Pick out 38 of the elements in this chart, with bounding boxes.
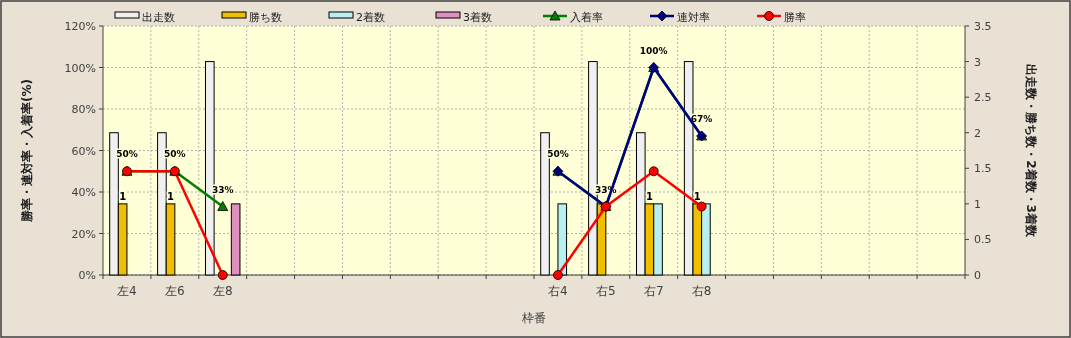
- x-tick-label: 右8: [691, 284, 712, 298]
- y-tick-label: 100%: [64, 61, 96, 75]
- y2-tick-label: 2.5: [974, 91, 992, 105]
- y-tick-label: 20%: [71, 227, 96, 241]
- y-tick-label: 40%: [71, 186, 96, 199]
- data-label: 1: [119, 190, 127, 202]
- x-tick-label: 左4: [117, 284, 137, 298]
- data-label: 67%: [690, 113, 713, 124]
- y2-tick-label: 0.5: [974, 233, 992, 247]
- y-tick-label: 80%: [71, 103, 96, 116]
- legend-label: 2着数: [356, 11, 385, 24]
- y-axis-title: 勝率・連対率・入着率(%): [20, 79, 34, 223]
- legend-label: 入着率: [570, 11, 603, 24]
- y2-tick-label: 2: [974, 126, 981, 140]
- y2-tick-label: 3.5: [974, 20, 992, 33]
- legend-label: 勝ち数: [249, 11, 282, 24]
- x-tick-label: 右7: [643, 284, 664, 298]
- legend-label: 3着数: [463, 11, 492, 24]
- x-tick-label: 右5: [596, 284, 616, 298]
- legend-label: 勝率: [784, 11, 806, 24]
- data-label: 1: [693, 190, 701, 202]
- y2-tick-label: 0: [974, 269, 981, 282]
- y2-tick-label: 3: [974, 55, 981, 69]
- data-label: 1: [167, 190, 175, 202]
- legend-label: 連対率: [677, 11, 710, 24]
- data-label: 1: [645, 190, 653, 202]
- y-tick-label: 60%: [71, 144, 96, 158]
- x-tick-label: 左6: [165, 284, 185, 298]
- legend-label: 出走数: [142, 11, 175, 24]
- y2-tick-label: 1.5: [974, 162, 992, 176]
- data-label: 100%: [639, 45, 668, 56]
- x-tick-label: 左8: [212, 284, 233, 298]
- x-tick-label: 右4: [548, 284, 568, 298]
- y-tick-label: 120%: [64, 20, 96, 33]
- y2-axis-title: 出走数・勝ち数・2着数・3着数: [1024, 64, 1038, 238]
- x-axis-title: 枠番: [521, 311, 546, 325]
- y2-tick-label: 1: [974, 197, 981, 211]
- y-tick-label: 0%: [78, 269, 96, 282]
